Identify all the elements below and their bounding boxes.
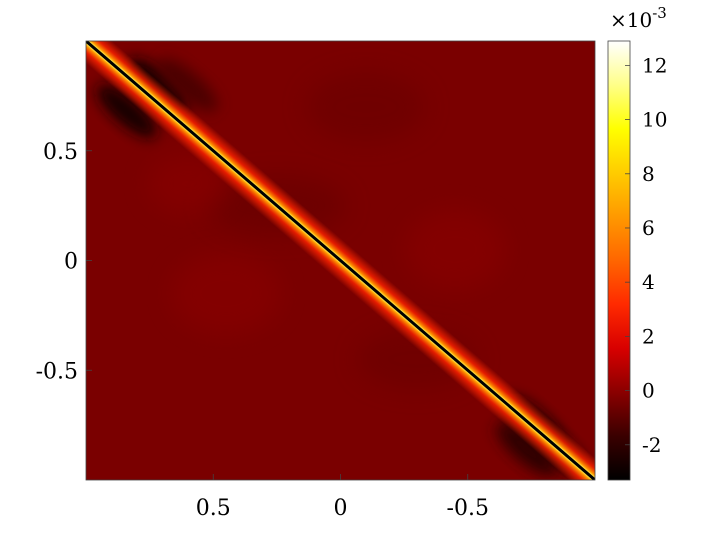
y-tick-label: 0 bbox=[64, 250, 78, 275]
colorbar-gradient bbox=[607, 40, 631, 481]
plot-area bbox=[86, 41, 595, 480]
heatmap-patch bbox=[405, 209, 506, 290]
colorbar-tick-label: -2 bbox=[642, 433, 661, 457]
diagonal-line bbox=[86, 41, 595, 480]
y-tick-label: 0.5 bbox=[43, 140, 78, 165]
heatmap-patch bbox=[170, 253, 281, 334]
colorbar-tick-label: 10 bbox=[642, 108, 667, 132]
x-tick-label: -0.5 bbox=[447, 496, 489, 521]
heatmap-feature bbox=[157, 58, 218, 112]
axes: 0.5 0 -0.5 0.5 0 -0.5 bbox=[36, 140, 489, 521]
colorbar-tick-label: 8 bbox=[642, 162, 655, 186]
colorbar-exponent-label: ×10-3 bbox=[610, 4, 667, 32]
heatmap-feature bbox=[96, 84, 157, 138]
y-tick-label: -0.5 bbox=[36, 359, 78, 384]
colorbar-tick-label: 6 bbox=[642, 216, 655, 240]
x-tick-label: 0.5 bbox=[196, 496, 231, 521]
colorbar-tick-label: 12 bbox=[642, 53, 667, 77]
heatmap-patch bbox=[147, 153, 228, 214]
colorbar: -2 0 2 4 6 8 10 12 ×10-3 bbox=[607, 4, 667, 481]
colorbar-tick-label: 0 bbox=[642, 379, 655, 403]
heatmap-patch bbox=[305, 71, 426, 142]
heatmap-feature bbox=[496, 422, 557, 476]
colorbar-tick-label: 2 bbox=[642, 324, 655, 348]
x-tick-label: 0 bbox=[334, 496, 348, 521]
colorbar-tick-label: 4 bbox=[642, 270, 655, 294]
